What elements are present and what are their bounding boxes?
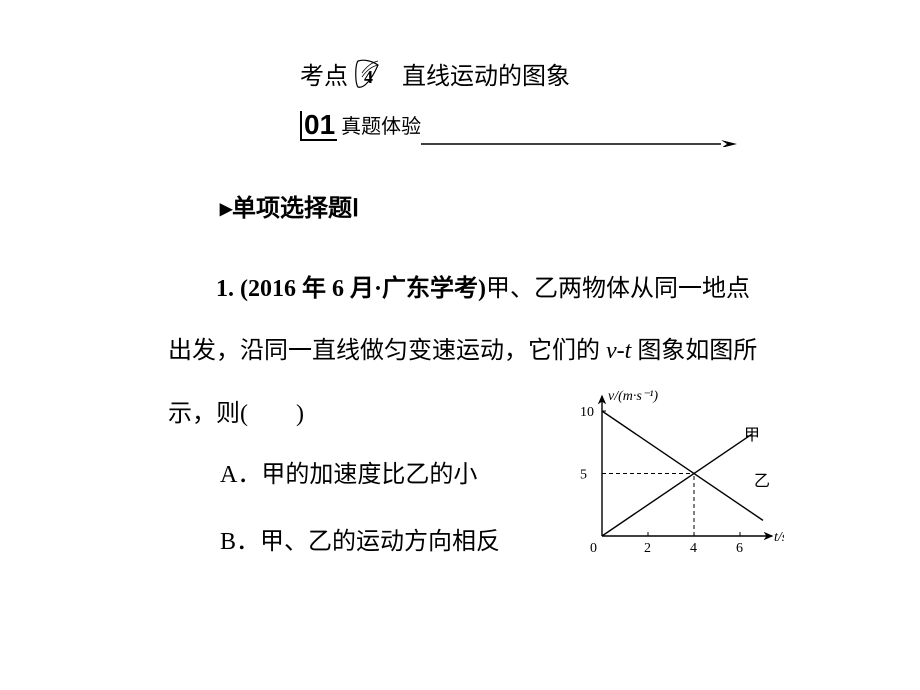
vt-chart: t/s v/(m·s⁻¹) 0 2 4 6 5 10 甲乙 <box>564 378 784 562</box>
option-b: B．甲、乙的运动方向相反 <box>220 509 500 576</box>
question-source: (2016 年 6 月·广东学考) <box>240 276 486 302</box>
topic-number: 4 <box>364 67 373 88</box>
svg-text:乙: 乙 <box>754 473 770 490</box>
svg-text:v/(m·s⁻¹): v/(m·s⁻¹) <box>608 389 658 404</box>
vt-symbol: v-t <box>606 338 631 364</box>
svg-text:4: 4 <box>690 541 697 556</box>
option-a: A．甲的加速度比乙的小 <box>220 442 500 509</box>
topic-title: 直线运动的图象 <box>402 56 570 91</box>
exam-point-prefix: 考点 <box>300 56 348 91</box>
svg-text:10: 10 <box>580 405 594 420</box>
question-number: 1. <box>216 276 234 302</box>
stem-text-2: 出发，沿同一直线做匀变速运动，它们的 <box>168 338 606 364</box>
topic-number-badge: 4 <box>352 57 386 91</box>
exam-point-header: 考点 4 直线运动的图象 <box>300 56 570 91</box>
section-number: 01 <box>300 111 337 141</box>
section-label: 真题体验 <box>341 110 421 141</box>
stem-text-4: 示，则( <box>168 401 248 427</box>
svg-text:6: 6 <box>736 541 743 556</box>
question-type-title: ▸单项选择题Ⅰ <box>220 188 359 223</box>
svg-text:t/s: t/s <box>774 530 784 545</box>
svg-text:0: 0 <box>590 541 597 556</box>
section-header: 01 真题体验 <box>300 110 720 141</box>
stem-text-5: ) <box>296 401 304 427</box>
svg-text:甲: 甲 <box>744 427 760 444</box>
svg-text:5: 5 <box>580 468 587 483</box>
stem-text-1: 甲、乙两物体从同一地点 <box>486 276 750 302</box>
options-list: A．甲的加速度比乙的小 B．甲、乙的运动方向相反 <box>220 442 500 576</box>
svg-text:2: 2 <box>644 541 651 556</box>
stem-text-3: 图象如图所 <box>631 338 757 364</box>
